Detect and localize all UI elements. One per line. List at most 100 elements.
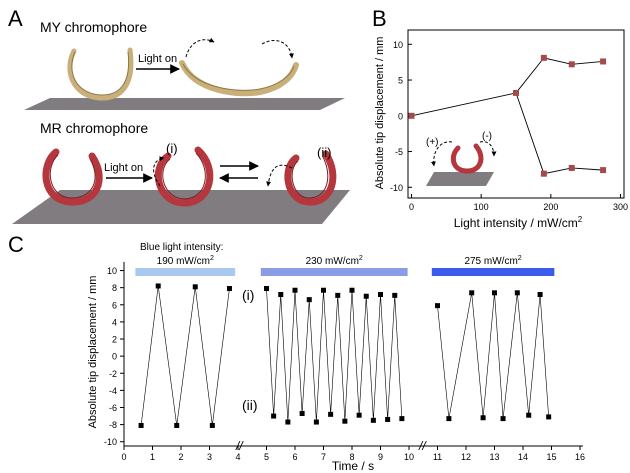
b-data-point	[540, 54, 547, 61]
chart-b-series	[408, 54, 607, 177]
c-xtick-label: 15	[546, 452, 556, 462]
c-ytick-label: -4	[109, 386, 117, 396]
c-data-point	[349, 287, 355, 293]
c-data-point	[378, 292, 383, 298]
c-xtick-label: 2	[178, 452, 183, 462]
chart-b-ylabel: Absolute tip displacement / mm	[374, 37, 386, 190]
c-xtick-label: 5	[264, 452, 269, 462]
b-data-point	[513, 89, 519, 96]
c-data-point	[299, 410, 305, 416]
chart-c-xticks: 0 1 2 3 4 5 6 7 8 9 10 11 12 13 14 15 16	[121, 446, 585, 462]
my-motion-arrow-right	[261, 40, 294, 59]
inset-strip	[450, 143, 484, 174]
c-ytick-label: 0	[112, 352, 117, 362]
c-data-point	[209, 422, 215, 428]
c-ytick-label: -2	[109, 369, 117, 379]
mr-motion-arrow-i	[153, 156, 165, 187]
my-strip-final	[179, 60, 299, 97]
c-data-point	[226, 286, 232, 292]
c-data-point	[537, 292, 543, 298]
c-xtick-label: 10	[404, 452, 414, 462]
c-data-point	[370, 417, 376, 423]
chart-b-inset: (+) (-)	[426, 131, 497, 186]
c-xtick-label: 8	[349, 452, 354, 462]
panel-a: A MY chromophore Light on MR chromophore…	[8, 6, 350, 224]
axis-break-1: //	[235, 439, 244, 453]
c-xtick-label: 9	[378, 452, 383, 462]
b-data-point	[540, 170, 547, 177]
c-xtick-label: 11	[433, 452, 442, 462]
my-title: MY chromophore	[40, 19, 147, 35]
my-light-on: Light on	[138, 53, 177, 65]
c-intensity-bar-2	[260, 268, 408, 276]
state-label-ii: (ii)	[242, 397, 258, 413]
b-series-line-2	[515, 92, 604, 175]
c-series-line-3	[437, 292, 549, 419]
c-xtick-label: 14	[518, 452, 528, 462]
c-data-point	[356, 412, 362, 418]
my-strip-initial	[67, 47, 134, 101]
c-data-point	[292, 287, 298, 293]
b-xtick-label: 0	[409, 202, 414, 212]
c-data-point	[138, 422, 144, 428]
b-data-point	[568, 164, 575, 171]
c-data-point	[328, 411, 334, 417]
c-xtick-label: 16	[575, 452, 585, 462]
c-ytick-label: -10	[104, 437, 117, 447]
c-data-point	[526, 412, 532, 418]
b-data-point	[600, 58, 607, 65]
c-data-point	[514, 290, 520, 296]
c-data-point	[446, 416, 452, 422]
b-data-point	[568, 61, 575, 68]
inset-platform	[426, 172, 494, 186]
c-intensity-label-3: 275 mW/cm2	[464, 255, 521, 267]
b-xtick-label: 300	[613, 202, 628, 212]
panel-b: B -10 -5 0 5 10 0 100 200 300 Absolute tip disp…	[372, 6, 628, 230]
c-data-point	[278, 292, 284, 298]
c-ytick-label: 8	[112, 283, 117, 293]
c-data-point	[264, 286, 269, 292]
mr-strip-state-i	[154, 146, 214, 207]
c-ytick-label: -8	[109, 420, 117, 430]
c-data-point	[500, 416, 506, 422]
state-label-i: (i)	[242, 287, 254, 303]
c-ytick-label: 6	[112, 300, 117, 310]
c-data-point	[469, 290, 475, 296]
chart-c-series	[138, 283, 552, 428]
c-data-point	[342, 418, 348, 424]
c-series-line-1	[140, 285, 230, 426]
c-data-point	[285, 419, 291, 425]
b-data-point	[600, 167, 607, 174]
axis-break-2: //	[418, 439, 427, 453]
chart-c-ylabel: Absolute tip displacement / mm	[87, 276, 99, 429]
c-data-point	[392, 292, 398, 298]
b-xtick-label: 200	[543, 202, 558, 212]
chart-c-yticks: -10 -8 -6 -4 -2 0 2 4 6 8 10	[104, 266, 124, 447]
panel-c-letter: C	[8, 232, 24, 257]
c-intensity-label-1: 190 mW/cm2	[157, 255, 214, 267]
b-data-point	[408, 112, 415, 119]
panel-c: C Blue light intensity: 190 mW/cm2 230 mW…	[8, 232, 585, 473]
c-ytick-label: 4	[112, 317, 117, 327]
c-intensity-bar-3	[431, 268, 555, 276]
c-ytick-label: 10	[107, 266, 117, 276]
c-data-point	[192, 284, 198, 290]
c-xtick-label: 13	[489, 452, 499, 462]
c-xtick-label: 4	[235, 452, 240, 462]
c-data-point	[480, 415, 486, 421]
panel-a-letter: A	[8, 6, 23, 31]
c-xtick-label: 6	[292, 452, 297, 462]
c-data-point	[155, 283, 161, 289]
chart-c-intensity-bars: 190 mW/cm2 230 mW/cm2 275 mW/cm2	[135, 255, 555, 276]
inset-label-minus: (-)	[482, 131, 492, 142]
c-data-point	[174, 422, 180, 428]
c-intensity-label-2: 230 mW/cm2	[306, 255, 363, 267]
c-data-point	[363, 293, 369, 299]
chart-c-xlabel: Time / s	[332, 459, 374, 473]
c-xtick-label: 1	[150, 452, 155, 462]
c-data-point	[385, 416, 391, 422]
b-ytick-label: -10	[390, 183, 403, 193]
chart-b-xticks: 0 100 200 300	[409, 194, 628, 212]
c-xtick-label: 7	[321, 452, 326, 462]
